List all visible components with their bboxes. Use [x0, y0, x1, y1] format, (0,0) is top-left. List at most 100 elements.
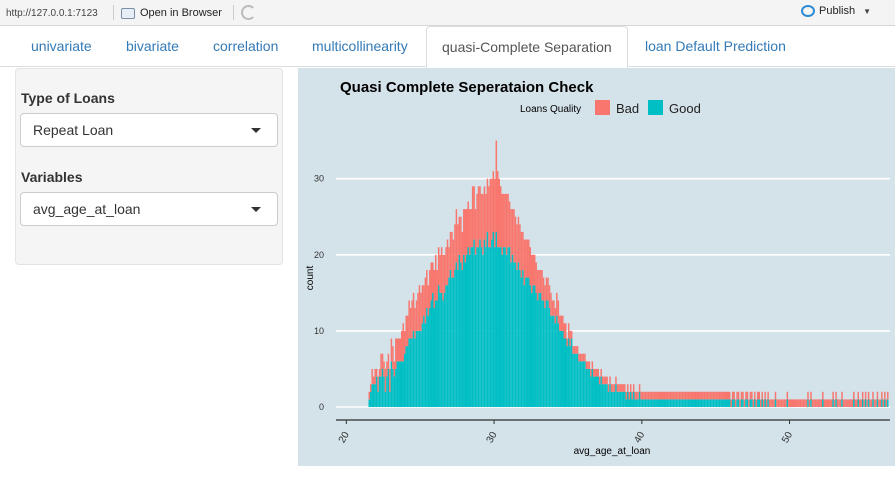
bar-good: [635, 399, 638, 407]
bar-bad: [554, 308, 557, 324]
bar-bad: [724, 391, 727, 400]
tab-multicollinearity[interactable]: multicollinearity: [312, 38, 408, 54]
bar-bad: [798, 399, 800, 407]
bar-good: [715, 399, 718, 407]
browser-window-icon: [121, 7, 135, 19]
bar-good: [412, 330, 415, 407]
bar-bad: [458, 216, 461, 255]
bar-good: [395, 368, 397, 407]
bar-good: [501, 254, 503, 407]
bar-bad: [417, 292, 419, 331]
bar-good: [584, 361, 586, 407]
legend-title: Loans Quality: [520, 104, 581, 115]
bar-bad: [489, 178, 492, 248]
bar-good: [609, 384, 611, 407]
bar-bad: [829, 399, 831, 407]
bar-good: [700, 399, 703, 407]
bar-good: [644, 399, 647, 407]
bar-bad: [516, 224, 518, 270]
bar-bad: [793, 399, 796, 407]
tab-correlation[interactable]: correlation: [213, 38, 279, 54]
tab-quasi-complete-separation[interactable]: quasi-Complete Separation: [426, 26, 628, 68]
bar-good: [517, 262, 520, 407]
bar-good: [432, 292, 434, 407]
bar-good: [374, 384, 376, 407]
bar-bad: [734, 399, 737, 407]
bar-bad: [758, 391, 760, 400]
bar-bad: [399, 338, 402, 362]
bar-bad: [508, 201, 511, 248]
bar-good: [754, 399, 756, 407]
bar-good: [426, 308, 428, 407]
bar-good: [575, 353, 577, 407]
bar-bad: [783, 399, 786, 407]
bar-good: [613, 391, 616, 407]
bar-good: [414, 338, 416, 407]
bar-bad: [412, 292, 415, 331]
bar-good: [887, 399, 889, 407]
bar-good: [384, 391, 387, 407]
bar-bad: [377, 376, 379, 392]
bar-bad: [696, 391, 698, 400]
bar-bad: [535, 262, 537, 293]
bar-bad: [731, 391, 734, 400]
tab-loan-default-prediction[interactable]: loan Default Prediction: [645, 38, 786, 54]
bar-bad: [609, 376, 611, 385]
bar-good: [702, 399, 704, 407]
refresh-icon[interactable]: [241, 5, 256, 20]
bar-bad: [488, 186, 490, 248]
bar-bad: [857, 391, 859, 400]
bar-good: [612, 391, 614, 407]
bar-good: [550, 315, 552, 407]
bar-bad: [452, 239, 455, 278]
bar-good: [570, 338, 573, 407]
bar-bad: [739, 399, 741, 407]
bar-good: [872, 399, 874, 407]
bar-bad: [663, 391, 666, 400]
loan-type-value: Repeat Loan: [33, 122, 114, 138]
bar-bad: [714, 391, 716, 400]
bar-bad: [723, 391, 725, 400]
bar-bad: [808, 399, 811, 407]
bar-good: [452, 277, 455, 407]
bar-bad: [822, 391, 824, 400]
bar-bad: [842, 399, 845, 407]
bar-bad: [692, 391, 694, 400]
bar-bad: [629, 384, 632, 392]
bar-bad: [418, 285, 421, 331]
bar-bad: [878, 399, 880, 407]
publish-button[interactable]: Publish ▼: [801, 5, 871, 17]
loan-type-select[interactable]: Repeat Loan: [20, 113, 278, 147]
bar-bad: [652, 391, 654, 400]
bar-bad: [869, 399, 871, 407]
bar-bad: [811, 399, 814, 407]
bar-bad: [548, 285, 551, 309]
bar-bad: [591, 361, 594, 369]
bar-good: [442, 300, 444, 407]
bar-good: [578, 361, 580, 407]
bar-bad: [882, 399, 885, 407]
bar-bad: [587, 361, 589, 369]
bar-good: [564, 338, 567, 407]
bar-good: [369, 391, 372, 407]
bar-good: [445, 285, 447, 407]
tab-bivariate[interactable]: bivariate: [126, 38, 179, 54]
bar-bad: [579, 353, 582, 362]
bar-bad: [522, 231, 524, 270]
bar-bad: [826, 399, 828, 407]
bar-bad: [678, 391, 681, 400]
open-in-browser-button[interactable]: Open in Browser: [121, 5, 222, 21]
bar-bad: [641, 391, 644, 400]
bar-bad: [799, 399, 802, 407]
bar-bad: [785, 399, 787, 407]
bar-good: [483, 239, 486, 407]
bar-good: [631, 399, 633, 407]
tab-univariate[interactable]: univariate: [31, 38, 92, 54]
bar-bad: [483, 186, 486, 240]
axes-group: 0 10 20 30 20 30 40 50: [314, 174, 890, 445]
publish-label: Publish: [819, 5, 856, 17]
bar-good: [430, 300, 433, 407]
bar-bad: [720, 391, 722, 400]
variables-select[interactable]: avg_age_at_loan: [20, 192, 278, 226]
bar-good: [383, 376, 385, 407]
